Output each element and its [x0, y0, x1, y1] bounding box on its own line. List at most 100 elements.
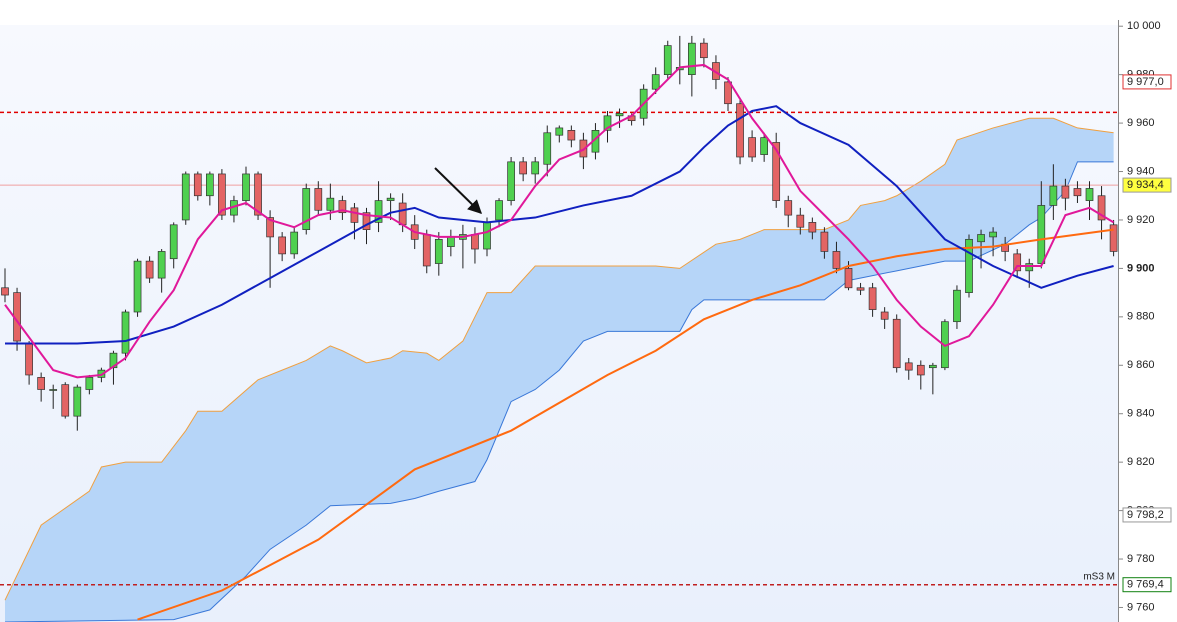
candle-body [85, 377, 94, 390]
candle-body [1049, 185, 1058, 206]
candle-body [651, 74, 660, 90]
candle-body [519, 161, 528, 175]
candle-body [567, 130, 576, 141]
price-marker-box [1122, 577, 1172, 593]
candle-body [1025, 263, 1034, 272]
candle-body [736, 103, 744, 158]
candle-body [157, 251, 166, 279]
candle-body [386, 197, 395, 201]
candle-body [25, 343, 33, 376]
candle-body [181, 173, 190, 221]
candle-body [687, 42, 696, 75]
candle-body [362, 212, 371, 231]
price-marker-label: 9 934,4 [1127, 179, 1164, 191]
candle-body [302, 188, 311, 231]
candle-body [880, 311, 889, 320]
candle-body [844, 268, 853, 289]
candle-body [447, 236, 455, 247]
y-tick-label: 9 920 [1127, 214, 1155, 226]
candle-body [338, 200, 347, 214]
candle-body [1037, 205, 1046, 264]
y-tick-label: 9 940 [1127, 165, 1155, 177]
candle-body [1085, 188, 1094, 201]
annotation-arrow [434, 167, 483, 214]
candle-body [61, 384, 70, 417]
candle-body [760, 137, 769, 155]
candle-body [748, 137, 756, 158]
candle-body [1061, 185, 1070, 199]
candle-body [374, 200, 383, 223]
candle-body [916, 364, 925, 376]
candle-body [724, 81, 732, 105]
candle-body [193, 173, 202, 197]
price-marker-box [1122, 74, 1172, 90]
candle-body [784, 200, 793, 216]
y-tick-label: 9 760 [1127, 601, 1155, 613]
candle-body [663, 45, 672, 75]
indicator-line [4, 63, 1115, 379]
y-tick-label: 9 880 [1127, 311, 1155, 323]
candle-body [965, 238, 973, 293]
candle-body [145, 260, 154, 279]
candle-body [904, 362, 913, 371]
candle-body [953, 289, 961, 323]
candle-body [1109, 224, 1118, 252]
candle-body [531, 161, 540, 175]
indicator-line [137, 228, 1114, 621]
indicator-line [5, 105, 1114, 345]
candle-body [37, 377, 46, 390]
candle-body [832, 251, 841, 269]
candle-body [471, 234, 479, 250]
candle-body [133, 260, 142, 313]
candle-body [218, 173, 226, 216]
y-tick-label: 9 900 [1127, 262, 1155, 274]
candle-body [603, 115, 612, 131]
candle-body [483, 222, 491, 250]
candle-body [820, 231, 829, 252]
price-marker-label: 9 977,0 [1127, 76, 1164, 88]
candle-body [278, 236, 286, 255]
cloud-upper-edge [4, 117, 1114, 601]
candle-body [868, 287, 877, 310]
candle-body [434, 238, 443, 264]
candle-body [326, 197, 335, 211]
candle-body [989, 231, 997, 238]
cloud-lower-edge [4, 161, 1114, 622]
price-marker-label: 9 798,2 [1127, 509, 1164, 521]
candle-body [1073, 188, 1082, 197]
candle-body [1097, 195, 1106, 221]
candle-body [495, 200, 503, 221]
candle-body [555, 127, 564, 136]
candle-body [290, 231, 299, 255]
candle-body [169, 224, 178, 260]
candle-body [808, 222, 817, 233]
candle-body [700, 42, 708, 59]
candle-body [928, 364, 937, 369]
candle-body [1, 287, 9, 296]
candle-body [422, 234, 431, 267]
price-marker-tag: mS3 M [1083, 571, 1115, 582]
candle-body [977, 234, 985, 243]
price-marker-box [1122, 177, 1172, 193]
candle-body [1013, 253, 1022, 272]
candle-body [254, 173, 262, 216]
candle-body [507, 161, 515, 201]
candle-body [266, 217, 274, 238]
candle-body [892, 318, 901, 369]
y-tick-label: 10 000 [1127, 20, 1161, 32]
candle-body [543, 132, 552, 165]
candle-body [350, 207, 359, 223]
y-tick-label: 9 960 [1127, 117, 1155, 129]
candle-body [615, 113, 624, 117]
price-marker-box [1122, 507, 1172, 523]
candle-body [796, 214, 805, 228]
y-tick-label: 9 780 [1127, 553, 1155, 565]
price-marker-label: 9 769,4 [1127, 579, 1164, 591]
candle-body [314, 188, 323, 211]
candle-body [121, 311, 130, 354]
candle-body [242, 173, 250, 201]
candle-body [398, 202, 407, 226]
y-tick-label: 9 840 [1127, 408, 1155, 420]
candle-body [73, 386, 82, 417]
